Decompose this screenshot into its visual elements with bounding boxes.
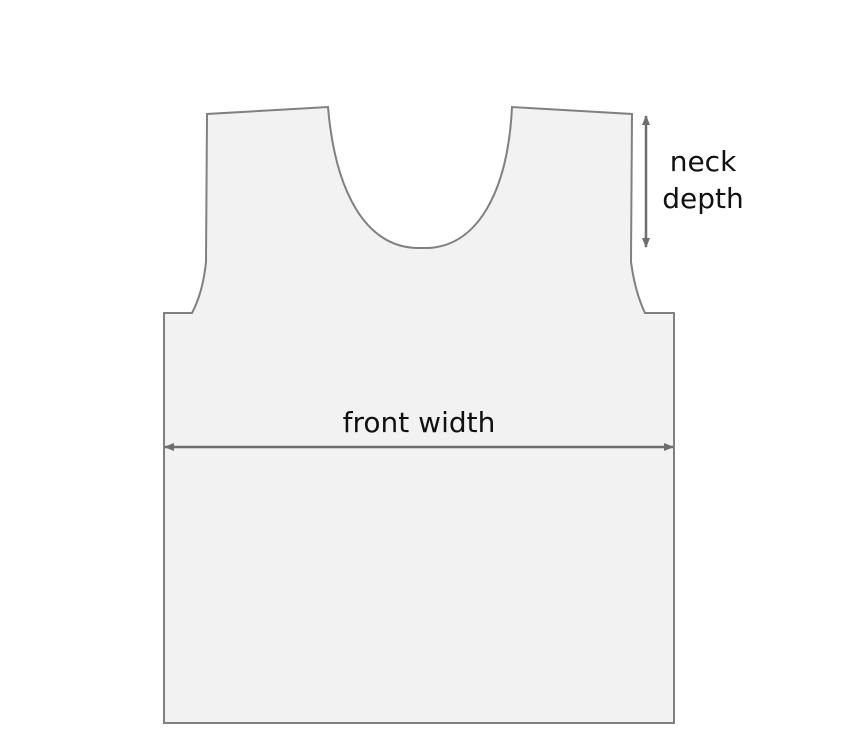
neck-depth-label-line1: neck [670, 145, 737, 178]
front-width-label: front width [343, 406, 496, 439]
neck-depth-label-line2: depth [662, 182, 744, 215]
front-bodice-shape [163, 105, 675, 724]
